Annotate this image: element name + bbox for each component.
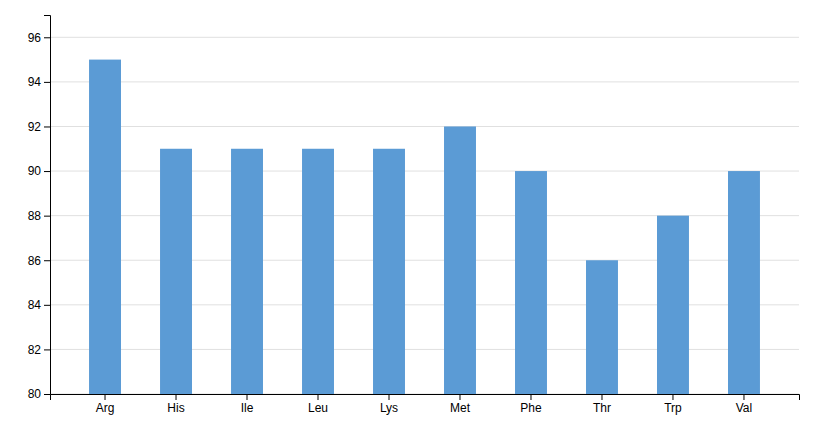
tick: 92 [28,120,50,134]
axis-line [44,16,51,395]
chart: Arg His Ile Leu Lys Met Phe Thr Trp Val 80 82 84 86 88… [0,0,819,429]
tick: Val [736,394,752,415]
bar [373,149,405,394]
axis-line [51,395,800,401]
tick-mark [44,305,50,306]
tick-label: Thr [593,401,611,415]
tick-label: 88 [28,209,42,223]
tick: Leu [308,394,328,415]
tick-mark [318,394,319,400]
tick-label: Arg [96,401,115,415]
tick: Trp [664,394,682,415]
bar [89,60,121,394]
tick: Phe [520,394,542,415]
tick-label: 96 [28,31,42,45]
tick: 80 [28,387,50,401]
bars [89,60,760,394]
tick: 88 [28,209,50,223]
tick-mark [44,37,50,38]
tick-mark [44,216,50,217]
tick-mark [743,394,744,400]
tick-mark [44,82,50,83]
tick-label: 82 [28,343,42,357]
bar [657,216,689,394]
tick: Arg [96,394,115,415]
grid-line [50,81,799,82]
tick: 94 [28,75,50,89]
tick: 96 [28,31,50,45]
tick: 84 [28,298,50,312]
tick-mark [44,394,50,395]
tick: Lys [380,394,398,415]
tick-mark [44,171,50,172]
tick-label: 90 [28,164,42,178]
tick: 90 [28,164,50,178]
tick-label: Lys [380,401,398,415]
tick-mark [601,394,602,400]
tick-mark [672,394,673,400]
tick-mark [459,394,460,400]
grid-line [50,126,799,127]
grid-line [50,37,799,38]
bar [728,171,760,394]
tick: Met [450,394,471,415]
tick-mark [105,394,106,400]
tick: Thr [593,394,611,415]
tick-label: Ile [241,401,254,415]
tick: Ile [241,394,254,415]
tick-mark [247,394,248,400]
tick-mark [530,394,531,400]
bar [444,126,476,394]
bar [160,149,192,394]
bar [302,149,334,394]
tick-label: 92 [28,120,42,134]
tick-label: 94 [28,75,42,89]
tick-mark [44,260,50,261]
tick-label: 84 [28,298,42,312]
tick-mark [44,349,50,350]
tick-mark [389,394,390,400]
bar [515,171,547,394]
y-axis: 80 82 84 86 88 90 92 94 96 [28,16,51,402]
bar [586,260,618,394]
plot: Arg His Ile Leu Lys Met Phe Thr Trp Val 80 82 84 86 88… [28,16,800,429]
tick: 82 [28,343,50,357]
tick-mark [176,394,177,400]
tick-label: His [167,401,184,415]
tick-label: Phe [520,401,542,415]
tick: 86 [28,254,50,268]
tick-label: Leu [308,401,328,415]
tick-label: Trp [664,401,682,415]
tick: His [167,394,184,415]
tick-label: Met [450,401,471,415]
tick-label: 80 [28,387,42,401]
tick-mark [44,126,50,127]
bar [231,149,263,394]
tick-label: 86 [28,254,42,268]
tick-label: Val [736,401,752,415]
x-axis: Arg His Ile Leu Lys Met Phe Thr Trp Val [51,394,800,415]
